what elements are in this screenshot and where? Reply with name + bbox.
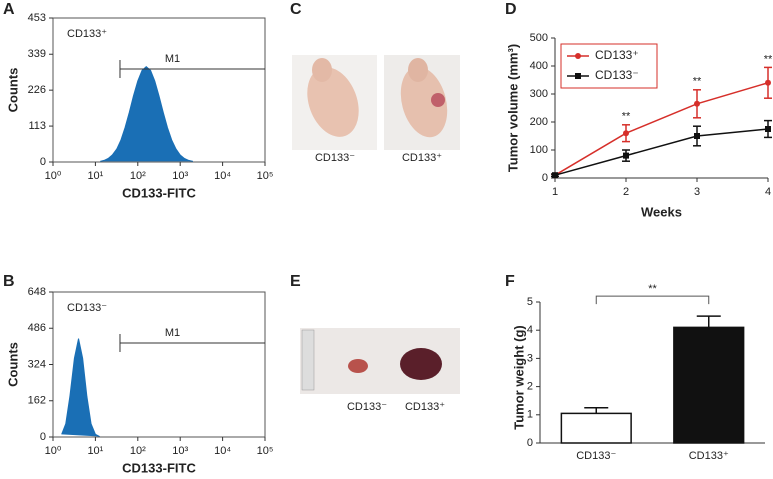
series-line — [554, 82, 769, 176]
image-label: CD133⁻ — [315, 152, 355, 164]
x-tick-label: 4 — [765, 186, 771, 198]
y-tick-label: 100 — [530, 144, 548, 156]
image-label: CD133⁺ — [405, 401, 445, 413]
y-tick-label: 3 — [527, 352, 533, 364]
x-tick-label: 10³ — [172, 445, 188, 457]
point — [623, 152, 629, 159]
y-tick-label: 486 — [28, 322, 46, 334]
histogram-area — [61, 338, 100, 437]
legend-marker — [575, 73, 581, 79]
significance: ** — [693, 76, 702, 88]
y-tick-label: 4 — [527, 324, 533, 336]
panel-letter: A — [3, 1, 15, 18]
bar — [560, 412, 632, 444]
x-tick-label: 10¹ — [87, 170, 103, 182]
legend-box — [560, 43, 658, 89]
point — [694, 100, 700, 107]
x-tick-label: 10⁴ — [214, 445, 231, 457]
x-tick-label: 10³ — [172, 170, 188, 182]
y-tick-label: 1 — [527, 409, 533, 421]
point — [694, 133, 700, 139]
y-tick-label: 0 — [40, 431, 46, 443]
photo-mice — [292, 55, 460, 150]
image-label: CD133⁺ — [402, 152, 442, 164]
x-tick-label: CD133⁻ — [576, 450, 616, 462]
panel-letter: B — [3, 273, 15, 290]
y-tick-label: 648 — [28, 286, 46, 298]
x-tick-label: 2 — [623, 186, 629, 198]
y-tick-label: 300 — [530, 88, 548, 100]
y-tick-label: 0 — [527, 437, 533, 449]
y-axis-label: Tumor volume (mm³) — [505, 44, 520, 172]
image-label: CD133⁻ — [347, 401, 387, 413]
y-tick-label: 324 — [28, 358, 46, 370]
y-tick-label: 0 — [542, 172, 548, 184]
x-tick-label: 10² — [130, 445, 146, 457]
bar — [673, 326, 745, 444]
y-tick-label: 500 — [530, 32, 548, 44]
sample-label: CD133⁻ — [67, 302, 107, 314]
x-tick-label: 10⁵ — [257, 445, 274, 457]
point — [765, 79, 771, 86]
histogram-area — [100, 65, 194, 162]
gate-label: M1 — [165, 327, 180, 339]
point — [623, 130, 629, 137]
y-tick-label: 113 — [28, 120, 46, 132]
y-axis-label: Counts — [5, 342, 20, 387]
y-tick-label: 2 — [527, 381, 533, 393]
panel-letter: D — [505, 1, 517, 18]
x-tick-label: 10⁴ — [214, 170, 231, 182]
y-tick-label: 0 — [40, 156, 46, 168]
photo-tumors — [300, 328, 460, 394]
x-tick-label: 10⁵ — [257, 170, 274, 182]
point — [552, 172, 558, 179]
x-tick-label: CD133⁺ — [689, 450, 729, 462]
x-tick-label: 3 — [694, 186, 700, 198]
legend-marker — [575, 53, 581, 59]
y-tick-label: 200 — [530, 116, 548, 128]
significance: ** — [622, 111, 631, 123]
y-tick-label: 162 — [28, 395, 46, 407]
series-line — [554, 128, 769, 176]
x-tick-label: 10¹ — [87, 445, 103, 457]
panel-letter: F — [505, 273, 515, 290]
x-tick-label: 10⁰ — [45, 445, 62, 457]
x-tick-label: 1 — [552, 186, 558, 198]
y-axis-label: Counts — [5, 68, 20, 113]
y-tick-label: 226 — [28, 84, 46, 96]
significance-bracket — [595, 295, 710, 305]
significance: ** — [648, 283, 657, 295]
point — [765, 126, 771, 132]
y-tick-label: 400 — [530, 60, 548, 72]
legend-label: CD133⁻ — [595, 68, 639, 82]
x-tick-label: 10⁰ — [45, 170, 62, 182]
x-tick-label: 10² — [130, 170, 146, 182]
y-tick-label: 339 — [28, 48, 46, 60]
sample-label: CD133⁺ — [67, 28, 107, 40]
x-axis-label: CD133-FITC — [122, 185, 196, 200]
panel-letter: E — [290, 273, 301, 290]
significance: ** — [764, 53, 773, 65]
y-axis-label: Tumor weight (g) — [511, 325, 526, 429]
x-axis-label: CD133-FITC — [122, 460, 196, 475]
panel-letter: C — [290, 1, 302, 18]
gate-label: M1 — [165, 53, 180, 65]
legend-label: CD133⁺ — [595, 48, 639, 62]
y-tick-label: 453 — [28, 12, 46, 24]
y-tick-label: 5 — [527, 296, 533, 308]
x-axis-label: Weeks — [641, 204, 682, 219]
